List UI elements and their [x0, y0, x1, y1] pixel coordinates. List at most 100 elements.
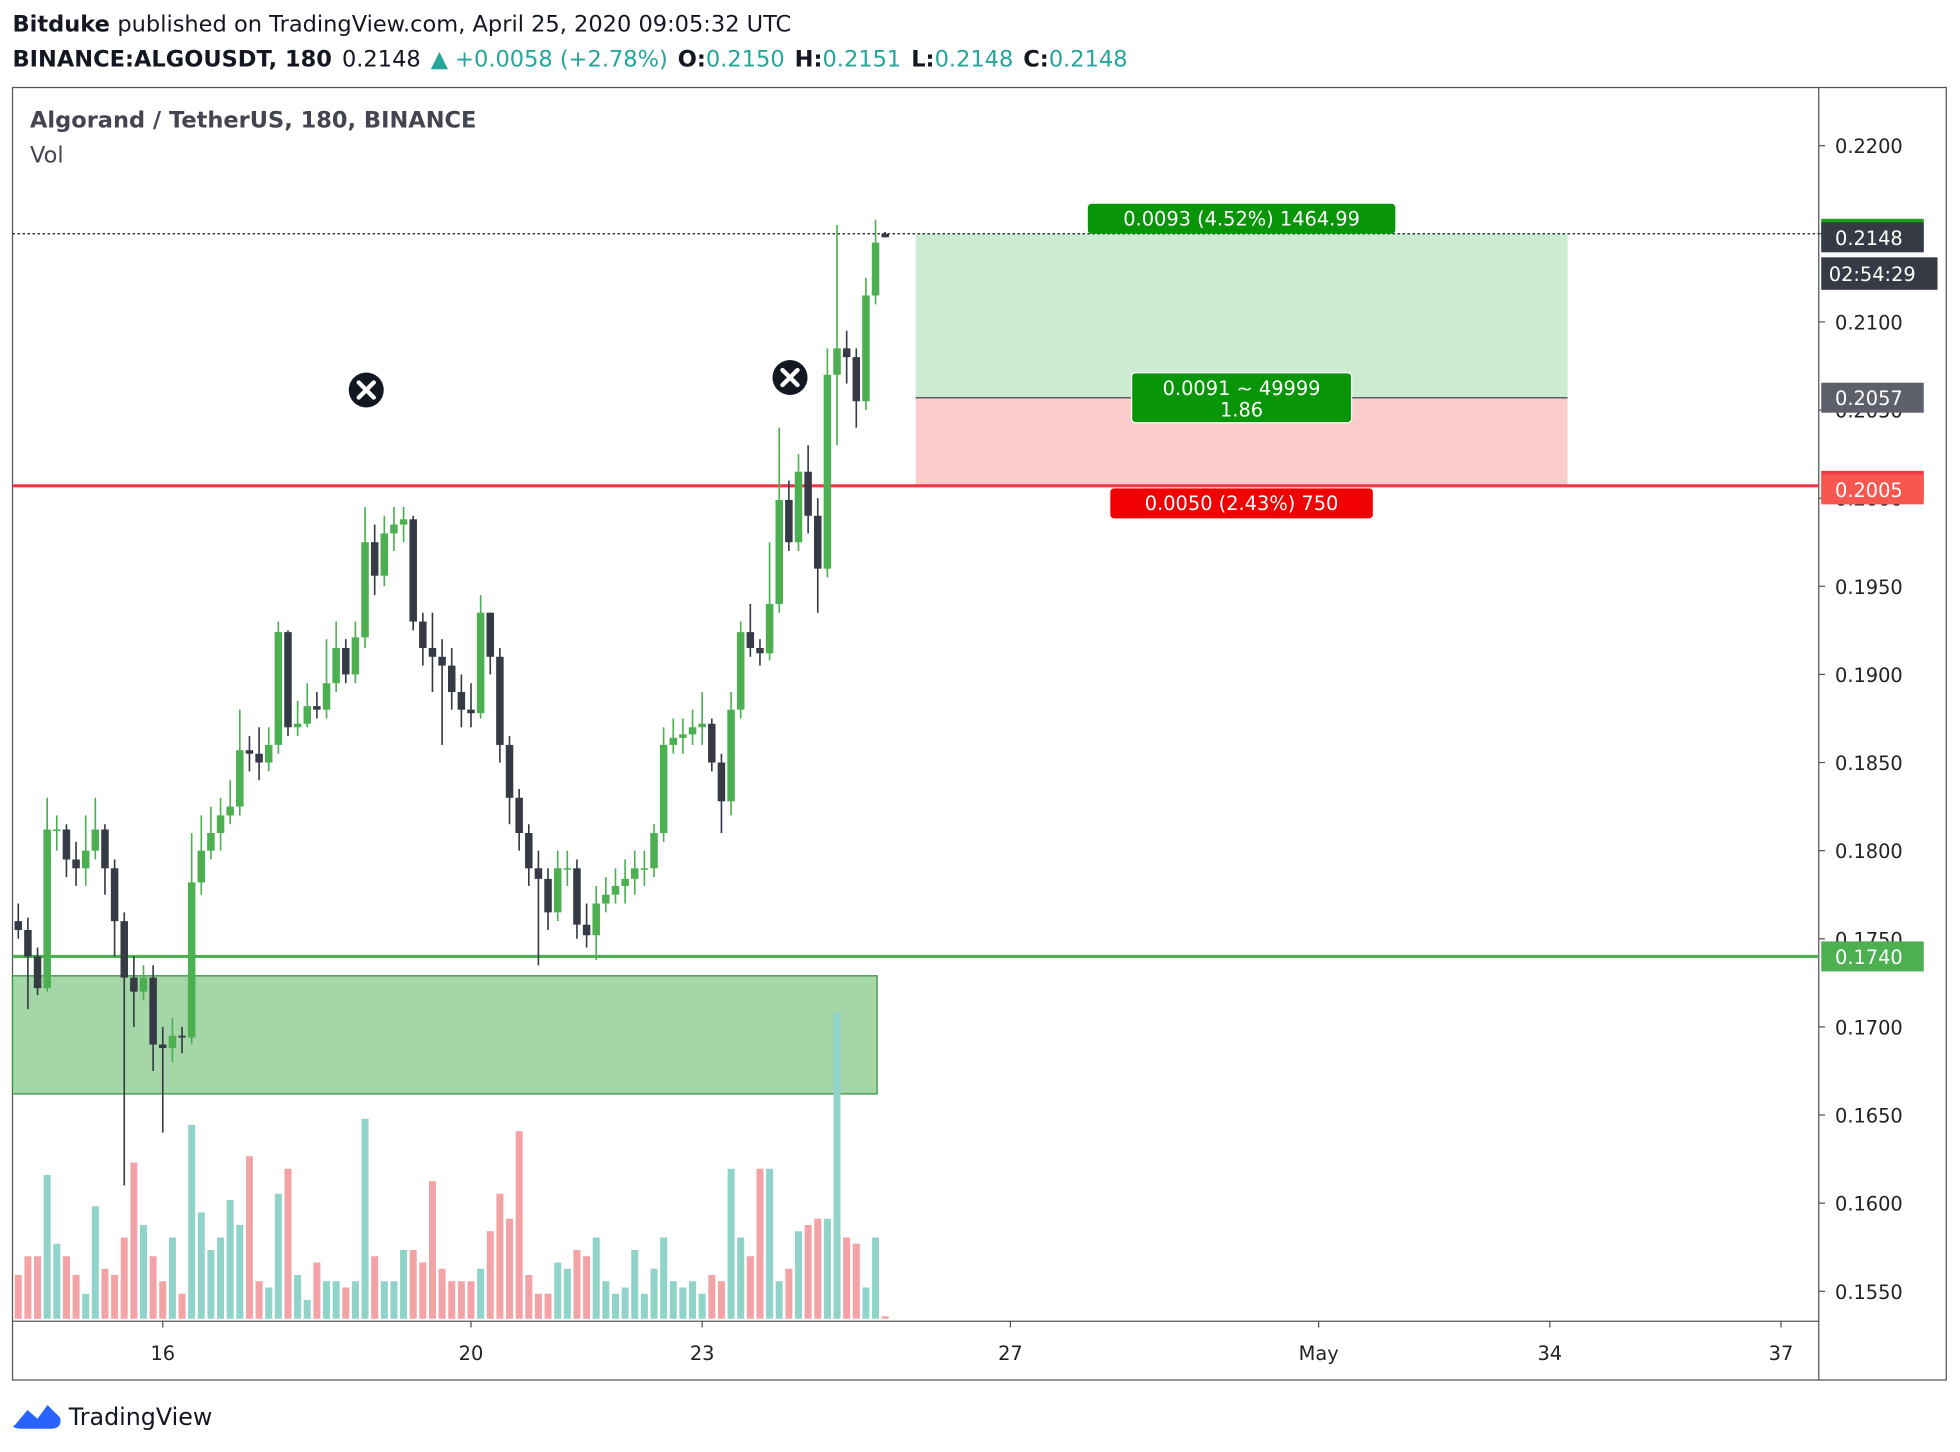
candle-body	[794, 471, 803, 543]
y-tick-label: 0.1650	[1835, 1105, 1903, 1128]
last-price: 0.2148	[342, 46, 421, 72]
candle-body	[120, 921, 128, 978]
candle-body	[110, 868, 119, 922]
x-tick-label: 20	[459, 1342, 484, 1365]
candle-body	[775, 499, 783, 604]
candle-body	[236, 750, 244, 807]
candle-body	[736, 632, 745, 710]
candle-body	[717, 762, 726, 802]
price-tag	[1821, 941, 1924, 972]
candle-body	[313, 706, 321, 710]
volume-bar	[486, 1231, 494, 1319]
candle-body	[72, 859, 80, 869]
candle-body	[178, 1035, 186, 1038]
candle-body	[573, 868, 581, 925]
volume-bar	[82, 1293, 90, 1319]
volume-bar	[708, 1275, 716, 1319]
ohlc-value: 0.2148	[1049, 46, 1128, 72]
candle-body	[332, 647, 340, 684]
x-tick-label: 34	[1537, 1342, 1562, 1365]
volume-bar	[756, 1168, 764, 1319]
volume-bar	[506, 1218, 514, 1319]
candle-body	[525, 833, 533, 869]
volume-bar	[217, 1237, 225, 1319]
candle-body	[582, 924, 591, 936]
candle-body	[303, 706, 311, 724]
volume-bar	[323, 1281, 331, 1319]
marker	[772, 360, 808, 395]
candle-body	[881, 233, 889, 238]
candle-body	[216, 815, 225, 834]
pane-title: Algorand / TetherUS, 180, BINANCE	[30, 108, 476, 134]
position-label-bg	[1087, 203, 1396, 234]
volume-bar	[583, 1256, 591, 1319]
candle-body	[611, 885, 620, 895]
ohlc-label: H:	[795, 46, 823, 72]
y-tick-label: 0.1800	[1835, 840, 1903, 863]
volume-bar	[351, 1281, 359, 1319]
candle-body	[264, 744, 273, 763]
volume-bar	[448, 1281, 456, 1319]
volume-bar	[303, 1300, 311, 1319]
countdown-bg	[1821, 257, 1938, 290]
x-tick-label: 27	[998, 1342, 1023, 1365]
volume-bar	[236, 1225, 244, 1319]
x-tick-label: 16	[150, 1342, 175, 1365]
volume-bar	[534, 1293, 542, 1319]
volume-bar	[881, 1316, 889, 1319]
candle-body	[91, 829, 100, 851]
candle-body	[862, 295, 870, 402]
brand: TradingView	[68, 1403, 213, 1431]
volume-bar	[515, 1131, 523, 1319]
volume-bar	[188, 1125, 196, 1319]
volume-bar	[245, 1156, 253, 1319]
countdown: 02:54:29	[1829, 263, 1916, 286]
volume-bar	[852, 1243, 860, 1319]
volume-bar	[255, 1281, 263, 1319]
candle-body	[592, 903, 600, 936]
volume-bar	[226, 1200, 234, 1319]
candle-body	[447, 665, 456, 693]
marker	[348, 372, 384, 408]
candle-body	[544, 878, 552, 913]
volume-bar	[554, 1262, 562, 1319]
volume-bar	[284, 1168, 292, 1319]
y-tick-label: 0.1700	[1835, 1016, 1903, 1039]
candle-body	[226, 806, 234, 816]
volume-bar	[342, 1287, 350, 1319]
candle-body	[274, 632, 283, 745]
candle-body	[168, 1035, 177, 1049]
volume-bar	[862, 1287, 870, 1319]
candle-body	[467, 709, 475, 714]
volume-bar	[139, 1225, 147, 1319]
candle-body	[842, 348, 851, 358]
header-line: Bitduke published on TradingView.com, Apr…	[13, 11, 792, 37]
candle-body	[476, 612, 485, 714]
volume-bar	[814, 1218, 822, 1319]
candle-body	[62, 829, 71, 860]
volume-bar	[544, 1293, 552, 1319]
price-tag	[1821, 382, 1924, 413]
volume-bar	[679, 1287, 687, 1319]
candle-body	[630, 868, 639, 879]
candle-body	[428, 647, 437, 657]
candle-body	[361, 542, 369, 638]
candle-body	[669, 737, 678, 745]
candle-body	[33, 956, 42, 989]
y-tick-label: 0.1850	[1835, 752, 1903, 775]
volume-bar	[111, 1275, 119, 1319]
candle-body	[602, 894, 610, 904]
volume-bar	[332, 1281, 340, 1319]
volume-bar	[660, 1237, 668, 1319]
volume-bar	[438, 1268, 446, 1319]
ohlc-label: C:	[1023, 46, 1049, 72]
volume-bar	[794, 1231, 802, 1319]
candle-body	[563, 868, 572, 870]
candle-body	[659, 744, 668, 834]
volume-bar	[477, 1268, 485, 1319]
volume-bar	[101, 1268, 109, 1319]
position-label: 0.0050 (2.43%) 750	[1145, 492, 1339, 515]
candle-body	[553, 868, 562, 913]
candle-body	[14, 921, 23, 930]
volume-bar	[274, 1193, 282, 1319]
